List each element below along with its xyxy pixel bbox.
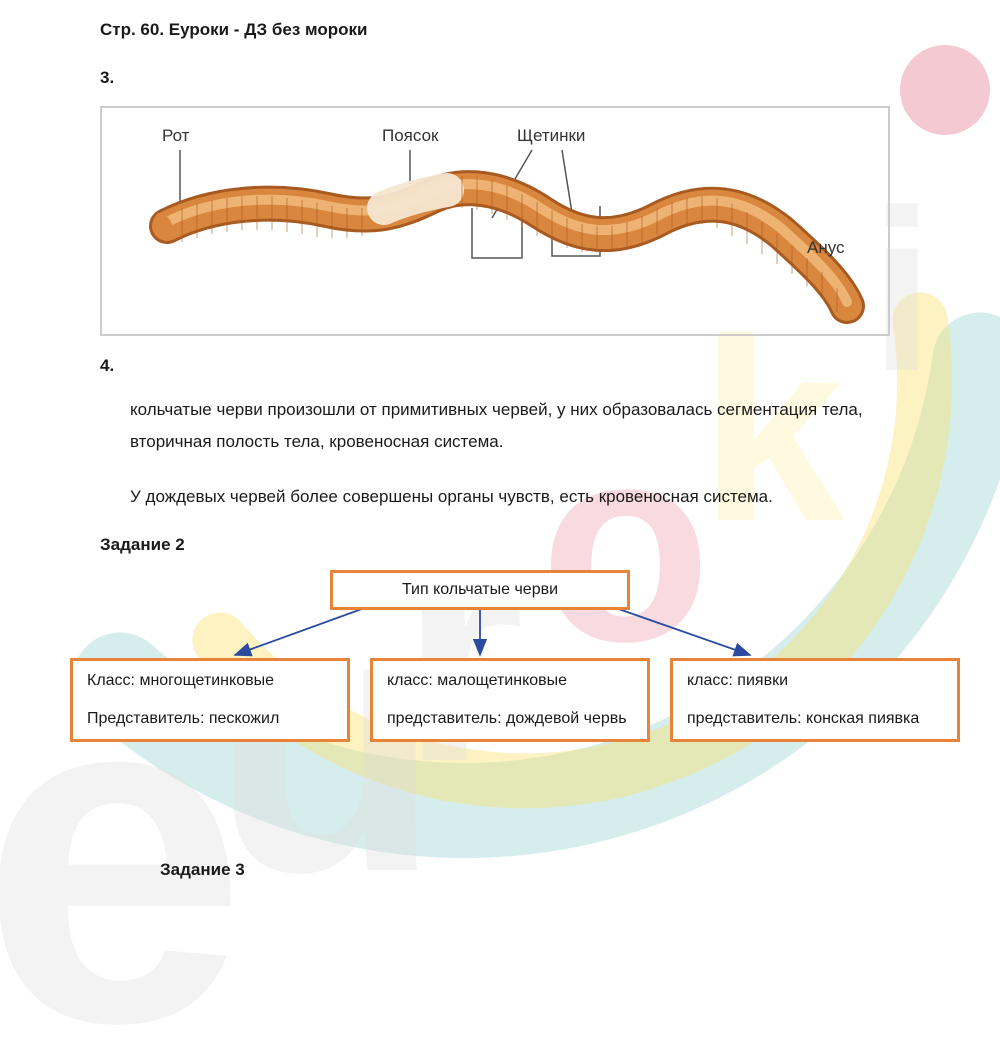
flowchart: Тип кольчатые черви Класс: многощетинков… (70, 570, 970, 800)
label-clitellum: Поясок (382, 126, 438, 146)
flow-right-box: класс: пиявки представитель: конская пия… (670, 658, 960, 742)
item4-para2: У дождевых червей более совершены органы… (130, 481, 900, 513)
flow-left-line2: Представитель: пескожил (87, 707, 333, 731)
earthworm-diagram: Рот Поясок Щетинки Анус (100, 106, 890, 336)
task2-heading: Задание 2 (100, 535, 900, 555)
item4-number: 4. (100, 356, 900, 376)
flow-top-box: Тип кольчатые черви (330, 570, 630, 610)
flow-right-line1: класс: пиявки (687, 669, 943, 693)
task3-heading: Задание 3 (160, 860, 900, 880)
earthworm-svg (102, 108, 890, 336)
page-title: Стр. 60. Еуроки - ДЗ без мороки (100, 20, 900, 40)
flow-right-line2: представитель: конская пиявка (687, 707, 943, 731)
flow-left-line1: Класс: многощетинковые (87, 669, 333, 693)
label-anus: Анус (807, 238, 845, 258)
item3-number: 3. (100, 68, 900, 88)
item4-para1: кольчатые черви произошли от примитивных… (130, 394, 900, 459)
label-mouth: Рот (162, 126, 189, 146)
flow-top-text: Тип кольчатые черви (402, 581, 558, 598)
flow-mid-line2: представитель: дождевой червь (387, 707, 633, 731)
flow-mid-box: класс: малощетинковые представитель: дож… (370, 658, 650, 742)
flow-left-box: Класс: многощетинковые Представитель: пе… (70, 658, 350, 742)
flow-mid-line1: класс: малощетинковые (387, 669, 633, 693)
label-setae: Щетинки (517, 126, 585, 146)
